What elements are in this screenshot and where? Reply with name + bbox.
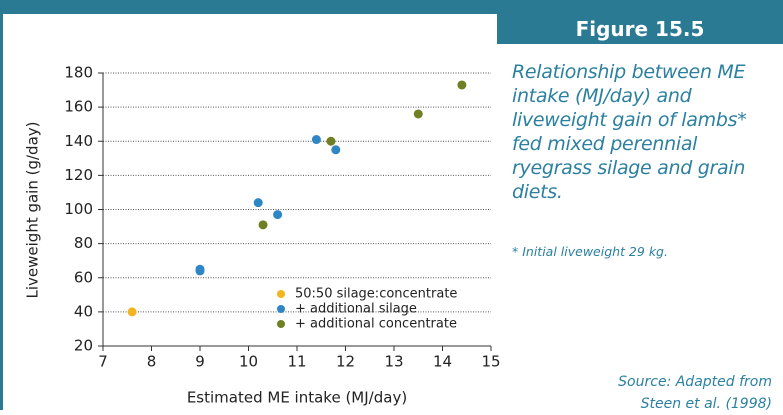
point bbox=[331, 145, 341, 155]
point bbox=[273, 210, 283, 220]
x-tick-label: 8 bbox=[147, 353, 157, 371]
x-tick-label: 15 bbox=[481, 353, 500, 371]
y-tick-label: 60 bbox=[74, 268, 93, 286]
x-tick-label: 7 bbox=[98, 353, 108, 371]
x-axis-label: Estimated ME intake (MJ/day) bbox=[187, 389, 407, 407]
legend-marker bbox=[277, 320, 285, 328]
source: Source: Adapted from Steen et al. (1998) bbox=[618, 374, 772, 412]
x-tick-label: 13 bbox=[384, 353, 403, 371]
point bbox=[127, 307, 137, 317]
top-band bbox=[0, 0, 783, 14]
note: * Initial liveweight 29 kg. bbox=[512, 244, 668, 259]
point bbox=[413, 109, 423, 119]
x-tick-label: 14 bbox=[433, 353, 452, 371]
point bbox=[195, 266, 205, 276]
y-tick-label: 180 bbox=[64, 64, 93, 82]
point bbox=[258, 220, 268, 230]
x-tick-label: 12 bbox=[336, 353, 355, 371]
legend-marker bbox=[277, 290, 285, 298]
x-tick-label: 10 bbox=[239, 353, 258, 371]
legend-marker bbox=[277, 305, 285, 313]
point bbox=[326, 136, 336, 146]
x-tick-label: 9 bbox=[195, 353, 205, 371]
point bbox=[311, 135, 321, 145]
y-tick-label: 20 bbox=[74, 337, 93, 355]
y-tick-label: 120 bbox=[64, 166, 93, 184]
y-tick-label: 140 bbox=[64, 132, 93, 150]
point bbox=[253, 198, 263, 208]
caption: Relationship between ME intake (MJ/day) … bbox=[512, 61, 747, 203]
y-tick-label: 40 bbox=[74, 302, 93, 320]
legend-label: + additional concentrate bbox=[295, 317, 457, 332]
y-tick-label: 100 bbox=[64, 200, 93, 218]
x-tick-label: 11 bbox=[287, 353, 306, 371]
legend-label: + additional silage bbox=[295, 302, 417, 317]
y-tick-label: 160 bbox=[64, 98, 93, 116]
figure-title: Figure 15.5 bbox=[497, 14, 783, 44]
y-axis-label: Liveweight gain (g/day) bbox=[24, 122, 42, 299]
y-tick-label: 80 bbox=[74, 234, 93, 252]
left-border bbox=[0, 14, 3, 410]
point bbox=[457, 80, 467, 90]
legend-label: 50:50 silage:concentrate bbox=[295, 287, 457, 302]
